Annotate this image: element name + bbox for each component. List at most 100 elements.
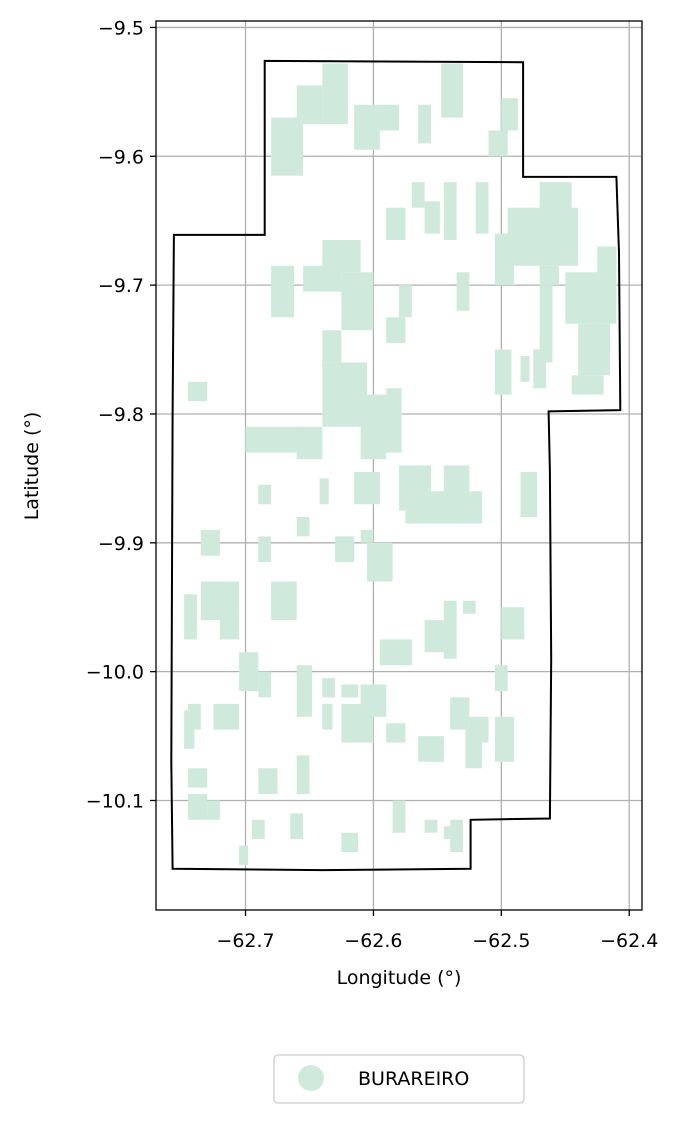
burareiro-area [501,98,518,131]
burareiro-area [392,800,406,833]
legend-box [273,1054,525,1104]
burareiro-area [296,755,310,794]
burareiro-area [296,426,323,460]
burareiro-area [188,794,208,820]
burareiro-area [200,581,240,621]
y-axis-label: Latitude (°) [21,412,43,521]
x-axis-label: Longitude (°) [337,967,462,989]
burareiro-area [443,826,463,840]
burareiro-area [271,581,297,621]
burareiro-area [258,536,272,563]
burareiro-area [322,240,361,273]
burareiro-area [303,265,342,292]
burareiro-area [386,723,406,743]
y-tick-label: −10.1 [86,790,144,812]
burareiro-area [424,201,440,234]
burareiro-area [271,265,295,318]
burareiro-area [539,285,553,363]
burareiro-area [571,375,604,395]
burareiro-area [341,703,374,743]
x-tick-label: −62.5 [472,930,530,952]
y-tick-label: −9.8 [98,404,144,426]
burareiro-area [443,465,470,492]
burareiro-area [578,323,610,376]
burareiro-area [411,182,425,208]
burareiro-area [245,426,304,453]
burareiro-area [335,536,355,563]
burareiro-area [341,272,374,331]
burareiro-area [405,491,483,524]
burareiro-area [386,388,402,453]
y-tick-label: −9.5 [98,17,144,39]
burareiro-area [341,832,359,852]
legend-label-burareiro: BURAREIRO [358,1068,469,1090]
burareiro-area [322,703,333,730]
burareiro-area [462,600,476,614]
burareiro-area [367,542,393,582]
burareiro-area [219,613,240,640]
burareiro-area [188,768,208,788]
burareiro-area [296,85,323,125]
burareiro-area [184,710,195,749]
burareiro-area [565,272,598,324]
burareiro-area [424,620,444,653]
burareiro-area [597,246,617,324]
burareiro-area [360,394,387,460]
burareiro-area [207,800,220,820]
burareiro-area [258,768,278,794]
burareiro-area [239,845,249,865]
burareiro-area [488,130,508,157]
x-axis-ticks: −62.7 −62.6 −62.5 −62.4 [216,910,658,952]
y-tick-label: −10.0 [86,662,144,684]
burareiro-area [475,182,489,234]
x-tick-label: −62.6 [344,930,402,952]
legend: BURAREIRO [273,1054,525,1104]
burareiro-area [418,104,431,144]
burareiro-area [520,356,530,382]
burareiro-area [258,484,272,505]
burareiro-area [322,678,336,698]
burareiro-area [319,478,329,505]
burareiro-area [184,594,197,640]
legend-marker [298,1065,324,1091]
burareiro-area [443,182,457,240]
burareiro-area [539,265,559,286]
burareiro-area [501,607,525,640]
grid-lines [156,21,642,910]
burareiro-area [200,529,220,556]
burareiro-area [360,529,374,543]
burareiro-area [520,471,538,517]
burareiro-area [296,517,310,537]
burareiro-area [239,652,259,691]
burareiro-area [379,104,399,131]
plot-frame [155,20,643,911]
burareiro-area [258,671,272,698]
burareiro-area [251,819,265,840]
burareiro-area [322,330,342,363]
y-tick-label: −9.6 [98,146,144,168]
burareiro-area [456,272,470,311]
burareiro-area [465,729,483,769]
burareiro-area [494,349,512,395]
study-area-boundary [170,59,622,872]
burareiro-area [539,182,572,240]
burareiro-area [386,207,406,240]
y-axis-ticks: −9.5 −9.6 −9.7 −9.8 −9.9 −10.0 −10.1 [86,17,156,812]
burareiro-area [386,317,406,344]
burareiro-area [290,813,304,840]
burareiro-area [418,736,444,762]
burareiro-area [341,684,359,698]
y-tick-label: −9.7 [98,275,144,297]
burareiro-area [533,349,547,389]
burareiro-area [399,285,412,318]
y-tick-label: −9.9 [98,533,144,555]
burareiro-area [443,600,457,659]
burareiro-area [354,471,380,505]
burareiro-area [296,665,312,717]
burareiro-area [494,665,508,691]
burareiro-area [322,63,348,125]
burareiro-area [441,63,463,118]
burareiro-area [494,716,515,762]
burareiro-area [354,104,380,150]
